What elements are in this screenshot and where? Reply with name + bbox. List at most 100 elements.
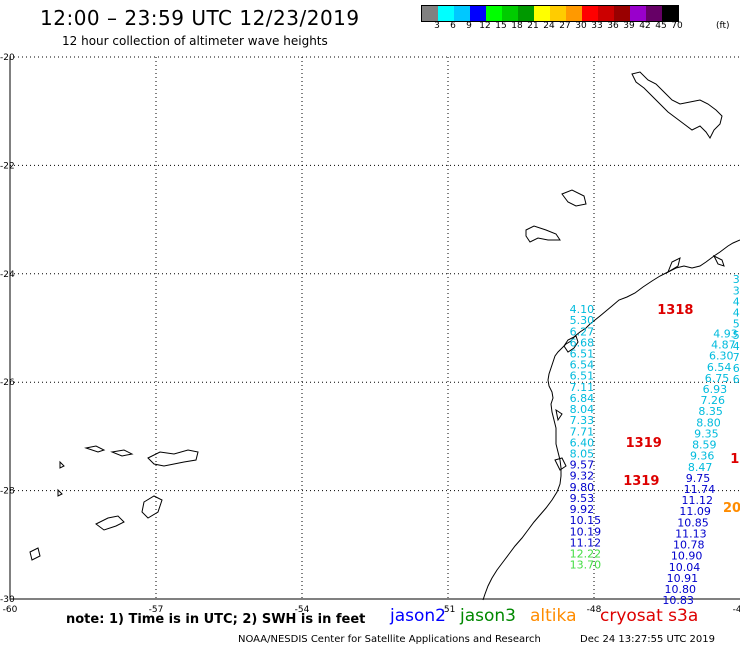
- wave-height-value: 5.30: [570, 314, 595, 327]
- color-legend-label: 18: [511, 21, 523, 31]
- color-swatch: [470, 6, 486, 21]
- color-legend-label: 33: [591, 21, 603, 31]
- altimeter-tracks: 4.105.306.276.686.516.546.517.116.848.04…: [570, 273, 740, 607]
- lat-tick-label: -22: [0, 161, 15, 171]
- color-swatch: [598, 6, 614, 21]
- wave-height-value: 8.04: [570, 403, 595, 416]
- wave-height-value: 10.83: [662, 594, 694, 607]
- wave-height-value: 7.33: [570, 414, 595, 427]
- wave-height-value: 4.10: [570, 303, 595, 316]
- color-swatch: [614, 6, 630, 21]
- lon-tick-label: -48: [587, 605, 602, 615]
- timestamp: Dec 24 13:27:55 UTC 2019: [580, 634, 715, 645]
- wave-height-value: 4.1: [733, 295, 740, 308]
- lon-tick-label: -60: [3, 605, 18, 615]
- north-land-1: [631, 71, 723, 139]
- color-swatch: [646, 6, 662, 21]
- wave-height-value: 8.47: [688, 461, 713, 474]
- wave-height-value: 6.68: [570, 336, 595, 349]
- wave-height-value: 9.32: [570, 470, 595, 483]
- wave-height-value: 8.80: [696, 416, 721, 429]
- wave-height-value: 3.8: [733, 273, 740, 286]
- color-swatch: [662, 6, 678, 21]
- west-land-6: [29, 547, 41, 561]
- wave-height-value: 7.71: [570, 425, 595, 438]
- north-land-3: [525, 225, 561, 243]
- color-swatch: [438, 6, 454, 21]
- wave-height-value: 9.75: [686, 472, 711, 485]
- color-legend: [421, 5, 679, 22]
- wave-height-value: 11.12: [570, 536, 602, 549]
- color-legend-label: 9: [466, 21, 472, 31]
- lat-tick-label: -24: [0, 270, 15, 280]
- color-legend-label: 27: [559, 21, 571, 31]
- wave-height-value: 10.90: [671, 550, 703, 563]
- wave-height-value: 9.53: [570, 492, 595, 505]
- coast-detail-1: [563, 335, 579, 353]
- west-land-5: [95, 515, 125, 531]
- pass-labels: 1318 1319 1319 12 20: [623, 303, 740, 516]
- coast-detail-5: [554, 457, 567, 471]
- lat-tick-label: -30: [0, 595, 15, 605]
- wave-height-value: 6.7: [733, 373, 740, 386]
- wave-height-value: 8.05: [570, 447, 595, 460]
- color-legend-label: 30: [575, 21, 587, 31]
- graticule: -60 -57 -54 -51 -48 -45 -20 -22 -24 -26 -28 -30: [0, 53, 740, 615]
- wave-height-value: 11.74: [684, 483, 716, 496]
- wave-height-value: 6.51: [570, 347, 595, 360]
- wave-height-value: 4.9: [733, 340, 740, 353]
- color-legend-label: 3: [434, 21, 440, 31]
- lon-tick-label: -57: [149, 605, 164, 615]
- footnote: note: 1) Time is in UTC; 2) SWH is in fe…: [66, 612, 366, 627]
- wave-height-value: 6.30: [709, 350, 734, 363]
- wave-height-value: 4.93: [713, 327, 738, 340]
- lat-tick-label: -20: [0, 53, 15, 63]
- color-legend-label: 12: [479, 21, 491, 31]
- pass-number-label: 20: [723, 501, 740, 516]
- color-legend-unit: (ft): [716, 21, 730, 31]
- color-legend-label: 42: [639, 21, 651, 31]
- color-legend-label: 36: [607, 21, 619, 31]
- wave-height-value: 10.80: [665, 583, 697, 596]
- wave-height-value: 6.54: [570, 359, 595, 372]
- pass-number-label: 12: [730, 452, 740, 467]
- wave-height-value: 10.19: [570, 525, 602, 538]
- coast-detail-4: [555, 408, 563, 422]
- color-swatch: [486, 6, 502, 21]
- wave-height-value: 8.35: [698, 405, 723, 418]
- wave-height-value: 6.4: [733, 362, 740, 375]
- wave-height-value: 10.91: [667, 572, 699, 585]
- west-land-1: [147, 449, 199, 467]
- wave-height-value: 9.57: [570, 459, 595, 472]
- color-swatch: [502, 6, 518, 21]
- color-legend-label: 24: [543, 21, 555, 31]
- wave-height-value: 7.26: [701, 394, 726, 407]
- satellite-legend-item: jason3: [460, 606, 516, 626]
- west-land-2: [84, 445, 106, 453]
- west-land-4: [141, 495, 163, 519]
- wave-height-value: 6.84: [570, 392, 595, 405]
- credit-line: NOAA/NESDIS Center for Satellite Applica…: [238, 634, 541, 645]
- coastline: [29, 71, 740, 601]
- wave-height-value: 5.0: [733, 329, 740, 342]
- wave-height-value: 6.51: [570, 370, 595, 383]
- wave-height-value: 8.59: [692, 439, 717, 452]
- wave-height-value: 5.3: [733, 318, 740, 331]
- color-legend-label: 45: [655, 21, 667, 31]
- coast-detail-2: [666, 257, 681, 274]
- wave-height-value: 9.35: [694, 427, 719, 440]
- coast-detail-3: [712, 254, 725, 267]
- wave-height-value: 4.5: [733, 307, 740, 320]
- pass-number-label: 1319: [623, 474, 659, 489]
- wave-height-value: 11.13: [675, 527, 707, 540]
- wave-height-value: 10.15: [570, 514, 602, 527]
- wave-height-value: 6.75: [705, 372, 730, 385]
- wave-height-value: 6.93: [703, 383, 728, 396]
- wave-height-value: 7.0: [733, 351, 740, 364]
- color-swatch: [630, 6, 646, 21]
- color-swatch: [534, 6, 550, 21]
- map-subtitle: 12 hour collection of altimeter wave hei…: [62, 34, 328, 48]
- color-legend-label: 39: [623, 21, 635, 31]
- wave-height-value: 6.54: [707, 361, 732, 374]
